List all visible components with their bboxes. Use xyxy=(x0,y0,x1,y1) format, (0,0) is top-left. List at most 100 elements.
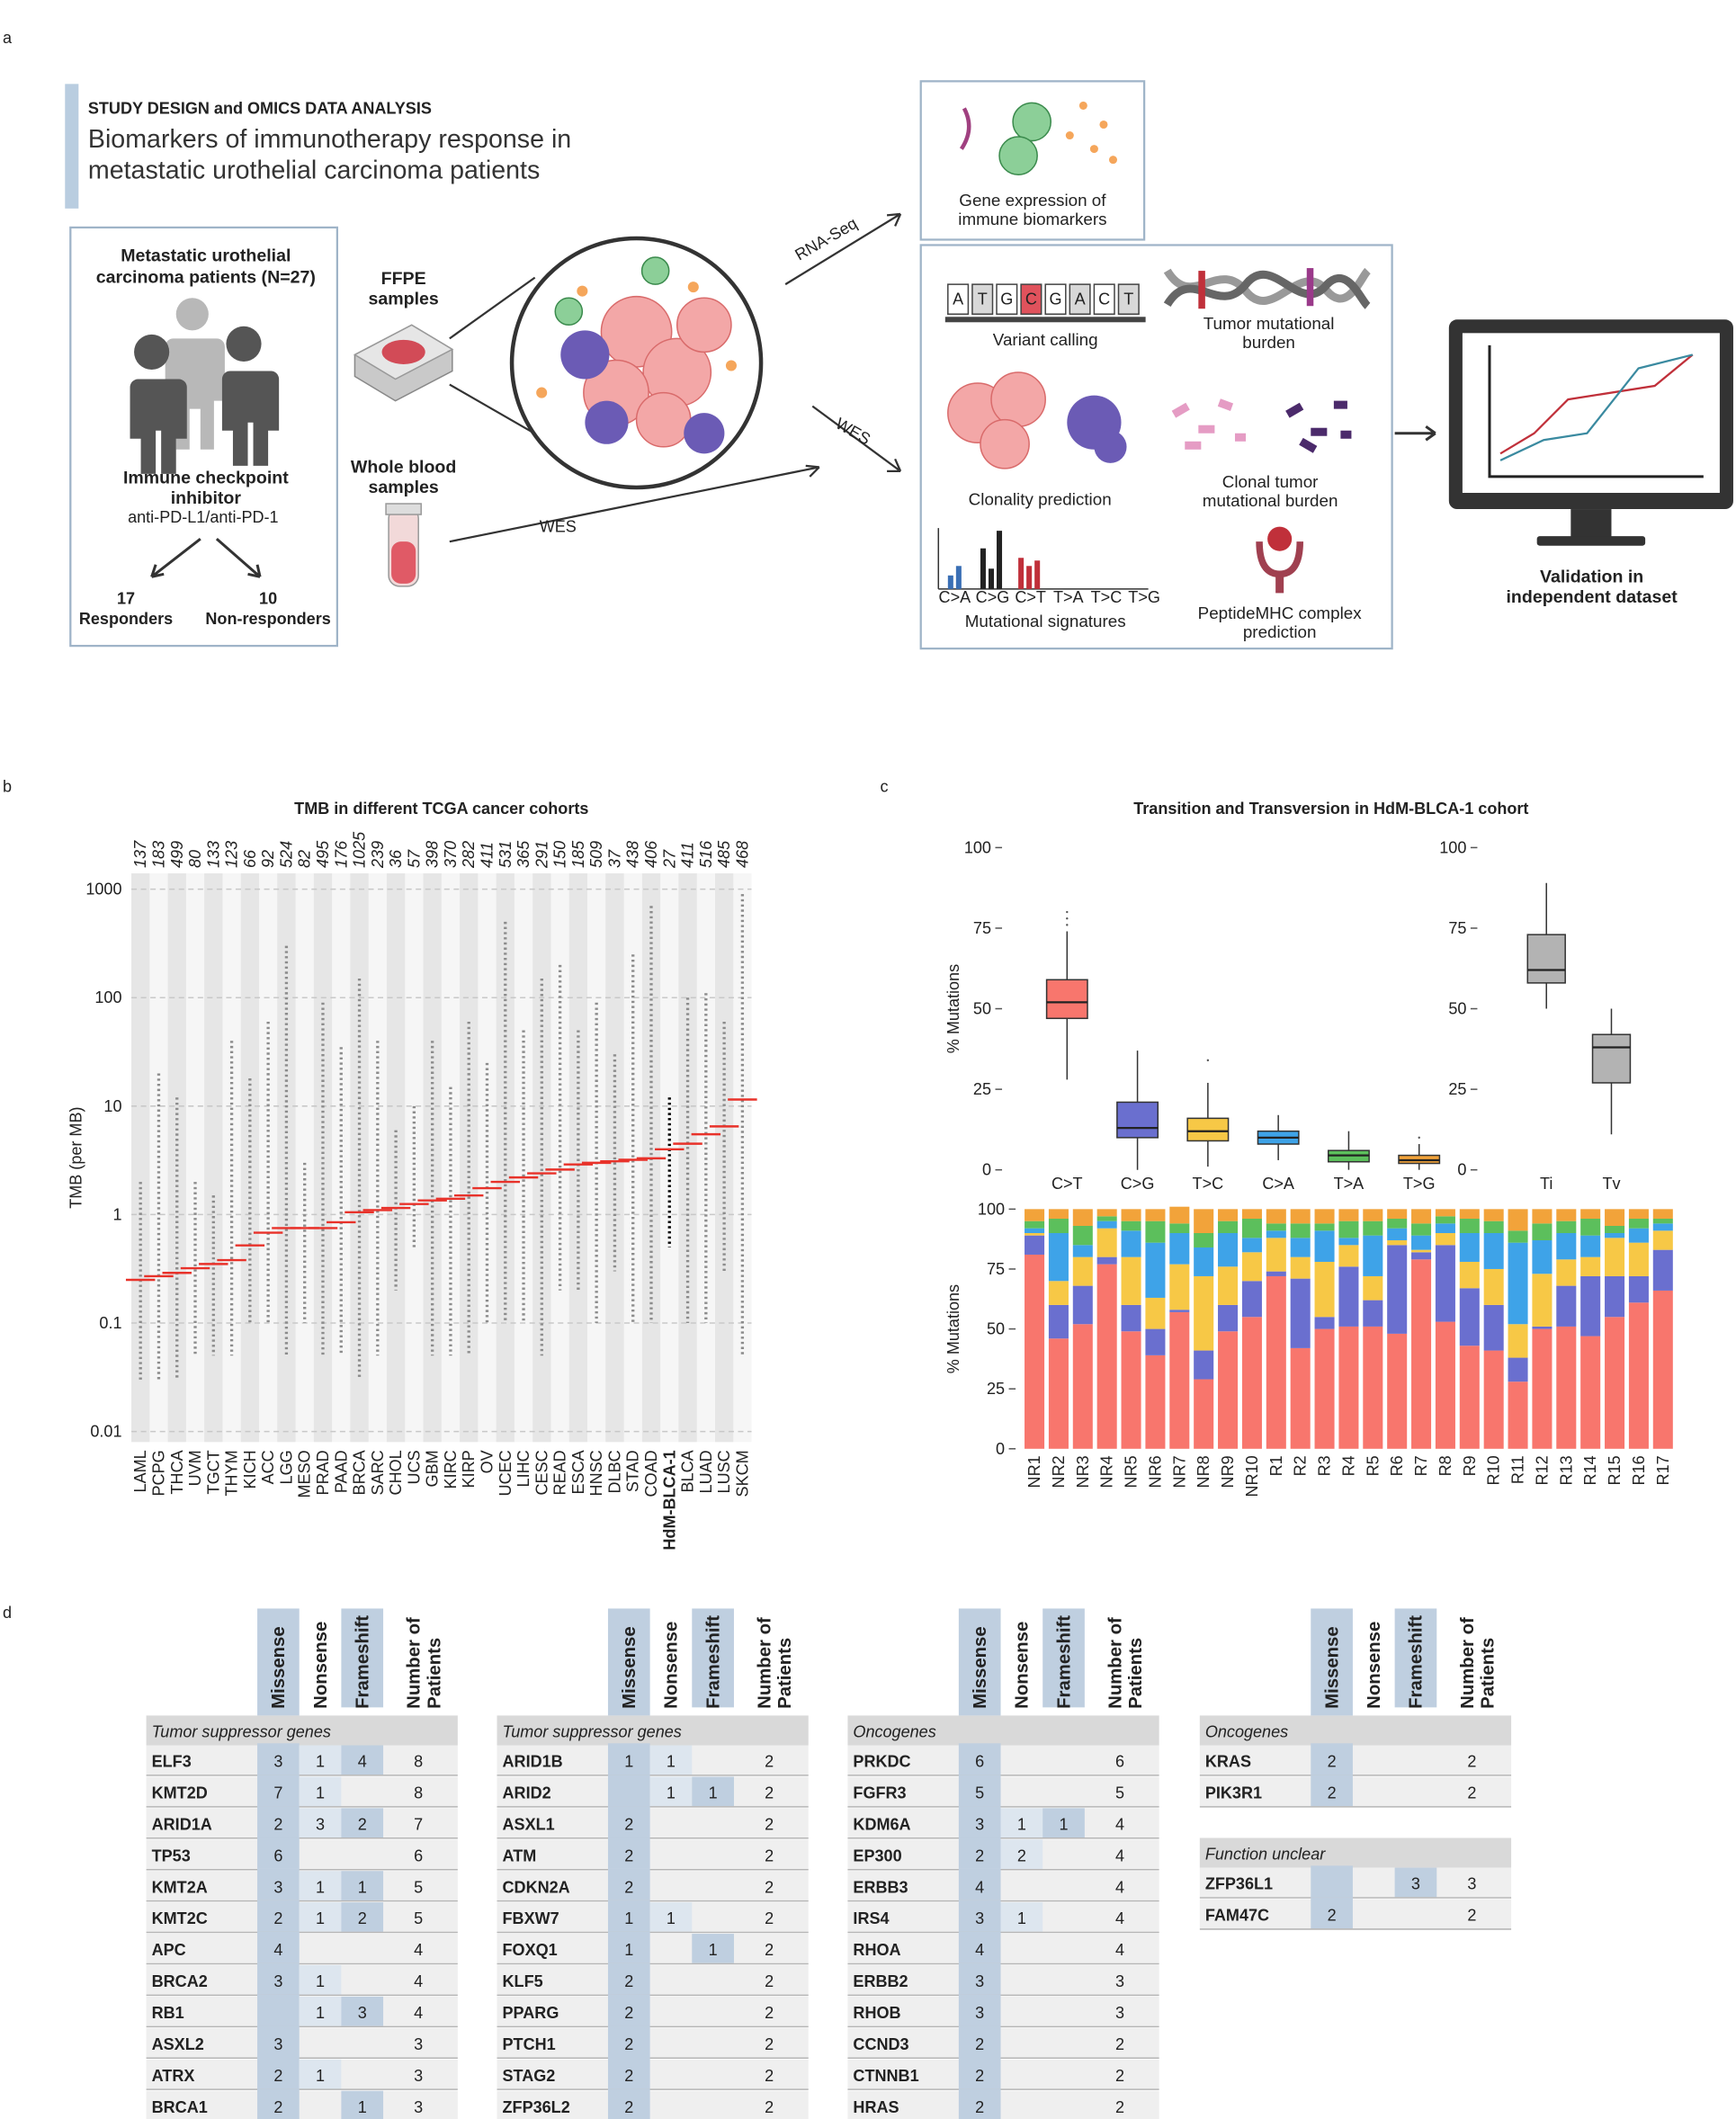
missense-cell xyxy=(257,2057,300,2089)
missense-cell xyxy=(607,1931,650,1963)
bar-segment xyxy=(1459,1232,1480,1262)
missense-cell xyxy=(958,1994,1001,2026)
missense-header xyxy=(1311,1608,1353,1716)
sample-count: 438 xyxy=(624,841,642,868)
illustration-shape xyxy=(1499,353,1694,461)
table-value: 1 xyxy=(316,1972,325,1990)
frameshift-cell xyxy=(341,1902,384,1932)
bar-segment xyxy=(1483,1304,1504,1351)
gene-name: ASXL2 xyxy=(152,2035,204,2053)
table-value: 1 xyxy=(709,1784,718,1802)
x-tick-label: COAD xyxy=(642,1450,660,1497)
nonsense-cell xyxy=(299,1808,342,1838)
panel-label: b xyxy=(3,778,12,796)
group-count: 10 xyxy=(259,589,277,607)
y-tick-label: 100 xyxy=(964,838,991,856)
frameshift-cell xyxy=(341,1871,384,1900)
bar-segment xyxy=(1218,1220,1239,1233)
gene-name: FGFR3 xyxy=(853,1784,906,1802)
base-letter: T xyxy=(1123,291,1133,308)
sample-count: 370 xyxy=(442,841,460,868)
table-value: 1 xyxy=(709,1941,718,1959)
table-value: 2 xyxy=(624,1878,633,1896)
x-tick-label: THYM xyxy=(223,1450,241,1496)
column-header: Number of Patients xyxy=(1456,1617,1498,1709)
missense-cell xyxy=(1311,1743,1353,1775)
frameshift-cell xyxy=(1394,1867,1437,1898)
table-value: 2 xyxy=(1328,1784,1337,1802)
bar-segment xyxy=(1218,1304,1239,1332)
missense-cell xyxy=(607,1837,650,1869)
patients-label: Metastatic urothelial carcinoma patients… xyxy=(95,245,316,288)
table-value: 2 xyxy=(358,1909,367,1927)
analysis-label: Mutational signatures xyxy=(964,612,1126,631)
bar-segment xyxy=(1363,1275,1383,1301)
gene-name: KMT2C xyxy=(152,1909,208,1927)
table-value: 3 xyxy=(975,2004,984,2022)
sample-label: FFPE samples xyxy=(368,268,439,309)
row-bg xyxy=(847,1934,1159,1963)
bar-segment xyxy=(1435,1209,1455,1217)
base-box xyxy=(1044,283,1067,316)
illustration-shape xyxy=(536,387,548,398)
bar-segment xyxy=(1363,1220,1383,1236)
subtitle: Biomarkers of immunotherapy response in … xyxy=(87,126,572,186)
column-header: Frameshift xyxy=(352,1614,373,1709)
table-value: 1 xyxy=(316,1878,325,1896)
illustration-shape xyxy=(980,531,1003,589)
bar-segment xyxy=(1314,1223,1335,1231)
table-value: 3 xyxy=(1411,1875,1420,1893)
table-value: 4 xyxy=(414,2004,423,2022)
gene-name: CTNNB1 xyxy=(853,2067,918,2085)
table-value: 1 xyxy=(667,1784,676,1802)
row-bg xyxy=(847,1776,1159,1807)
gene-name: KLF5 xyxy=(503,1972,543,1990)
x-tick-label: NR9 xyxy=(1219,1455,1237,1488)
table-value: 5 xyxy=(1115,1784,1124,1802)
illustration-shape xyxy=(1099,120,1108,130)
bar-segment xyxy=(1338,1238,1359,1246)
y-tick-label: 50 xyxy=(973,1000,991,1018)
row-bg xyxy=(146,1934,458,1963)
table-value: 2 xyxy=(765,2067,774,2085)
x-tick-label: NR4 xyxy=(1098,1455,1116,1488)
table-value: 3 xyxy=(975,1909,984,1927)
column-header: Number of Patients xyxy=(753,1617,794,1709)
x-tick-label: SKCM xyxy=(733,1450,751,1497)
table-value: 2 xyxy=(273,1909,282,1927)
bar-segment xyxy=(1218,1209,1239,1221)
column-header: Missense xyxy=(1321,1626,1342,1709)
y-tick-label: 100 xyxy=(978,1200,1005,1218)
analysis-label: Variant calling xyxy=(992,330,1098,350)
illustration-shape xyxy=(1026,566,1033,589)
row-bg xyxy=(847,2027,1159,2058)
missense-cell xyxy=(958,1806,1001,1838)
table-value: 3 xyxy=(316,1815,325,1833)
section-heading-bg xyxy=(146,1715,458,1746)
table-value: 2 xyxy=(765,1846,774,1864)
table-value: 2 xyxy=(624,2098,633,2116)
x-tick-label: T>C xyxy=(1193,1175,1224,1193)
bar-segment xyxy=(1628,1302,1649,1449)
x-tick-label: STAD xyxy=(624,1450,642,1492)
bar-segment xyxy=(1532,1274,1553,1327)
column-header: Nonsense xyxy=(309,1621,331,1709)
section-heading: Function unclear xyxy=(1205,1846,1326,1864)
box xyxy=(1591,1033,1632,1084)
bar-segment xyxy=(1580,1219,1601,1236)
sample-count: 123 xyxy=(223,841,241,868)
table-body xyxy=(1199,1608,1512,1930)
bar-segment xyxy=(1145,1220,1166,1243)
row-bg xyxy=(847,1871,1159,1900)
missense-cell xyxy=(958,2057,1001,2089)
table-value: 3 xyxy=(1115,2004,1124,2022)
y-axis-label: TMB (per MB) xyxy=(67,1106,85,1208)
bar-segment xyxy=(1435,1245,1455,1322)
illustration-shape xyxy=(1340,430,1352,439)
bar-segment xyxy=(1363,1326,1383,1449)
base-letter: A xyxy=(1075,291,1086,308)
bar-segment xyxy=(1169,1223,1190,1233)
table-value: 2 xyxy=(273,2067,282,2085)
column-header-box: Nonsense xyxy=(309,1621,331,1709)
bar-segment xyxy=(1435,1232,1455,1246)
